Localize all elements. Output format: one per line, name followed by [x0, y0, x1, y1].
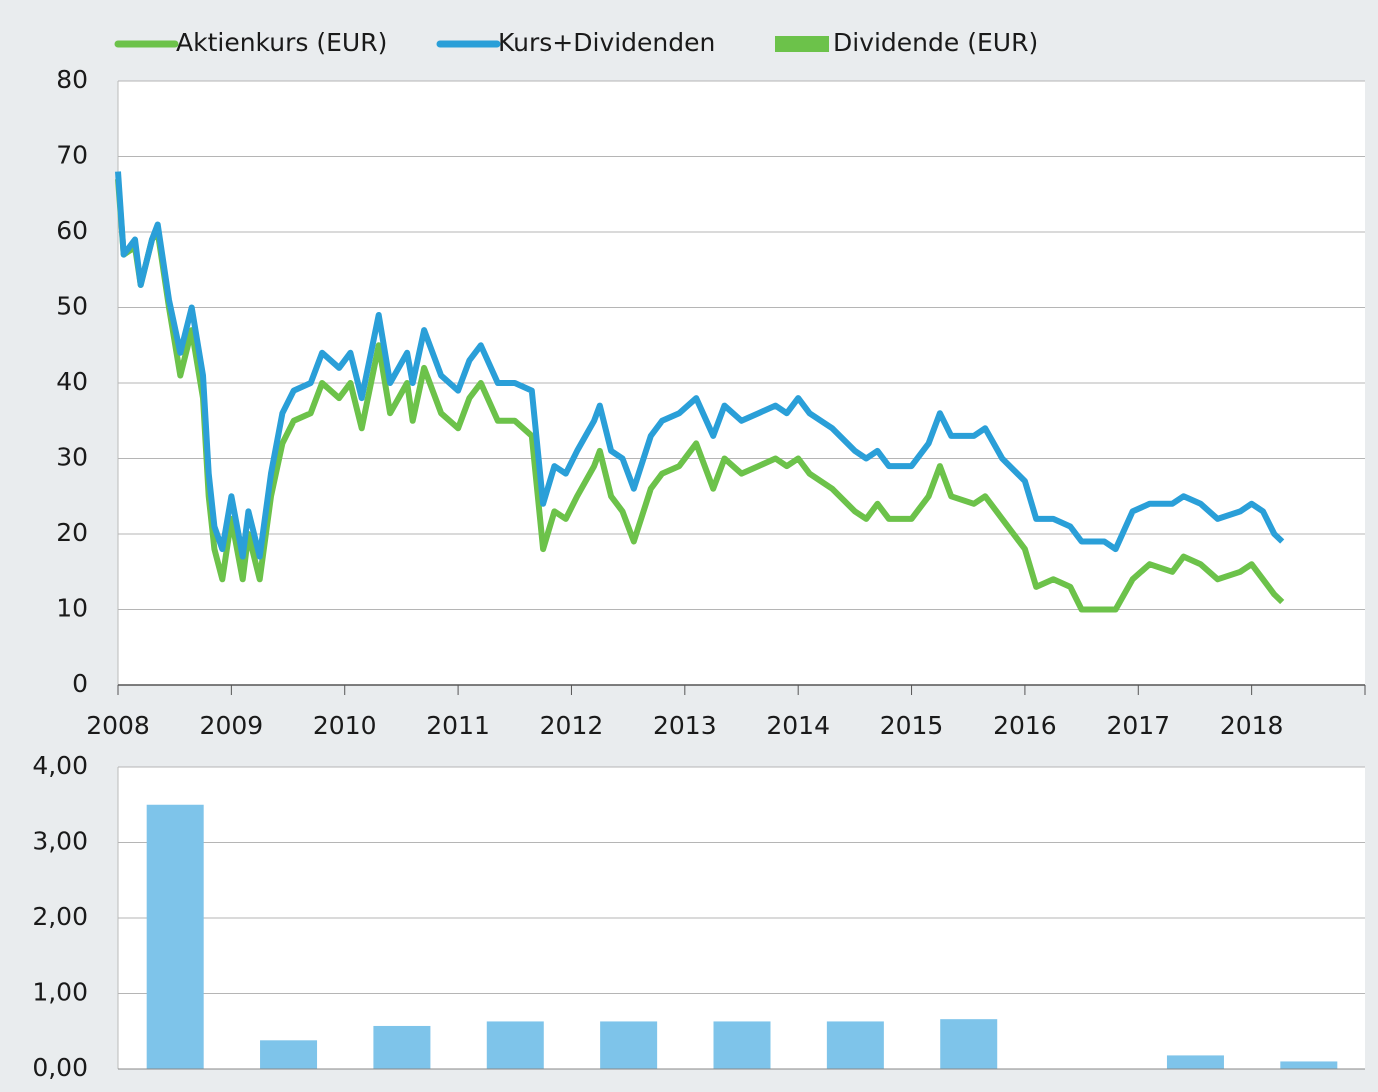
x-tick-label: 2011 [426, 711, 490, 740]
y-tick-label: 30 [56, 443, 88, 472]
y-tick-label: 1,00 [32, 978, 88, 1007]
bar [600, 1021, 658, 1069]
bar [146, 804, 204, 1069]
y-tick-label: 10 [56, 594, 88, 623]
legend-label: Aktienkurs (EUR) [176, 28, 387, 57]
x-tick-label: 2009 [200, 711, 264, 740]
x-tick-label: 2010 [313, 711, 377, 740]
y-tick-label: 50 [56, 292, 88, 321]
y-tick-label: 3,00 [32, 827, 88, 856]
y-tick-label: 60 [56, 216, 88, 245]
y-tick-label: 70 [56, 141, 88, 170]
y-tick-label: 40 [56, 367, 88, 396]
legend-swatch [775, 36, 829, 52]
y-tick-label: 2,00 [32, 902, 88, 931]
x-tick-label: 2008 [86, 711, 150, 740]
bar [1280, 1061, 1338, 1069]
bar [486, 1021, 544, 1069]
x-tick-label: 2016 [993, 711, 1057, 740]
y-tick-label: 0 [72, 669, 88, 698]
y-tick-label: 80 [56, 65, 88, 94]
x-tick-label: 2012 [540, 711, 604, 740]
x-tick-label: 2013 [653, 711, 717, 740]
legend-label: Kurs+Dividenden [498, 28, 715, 57]
bar [1166, 1055, 1224, 1069]
y-tick-label: 4,00 [32, 751, 88, 780]
line-series [115, 171, 1285, 560]
bar [713, 1021, 771, 1069]
x-tick-label: 2014 [766, 711, 830, 740]
bar [940, 1019, 998, 1069]
y-tick-label: 20 [56, 518, 88, 547]
bar [373, 1025, 431, 1069]
x-tick-label: 2018 [1220, 711, 1284, 740]
bar [826, 1021, 884, 1069]
legend-label: Dividende (EUR) [833, 28, 1038, 57]
bar [260, 1040, 318, 1069]
x-tick-label: 2017 [1106, 711, 1170, 740]
y-tick-label: 0,00 [32, 1053, 88, 1082]
x-tick-label: 2015 [880, 711, 944, 740]
